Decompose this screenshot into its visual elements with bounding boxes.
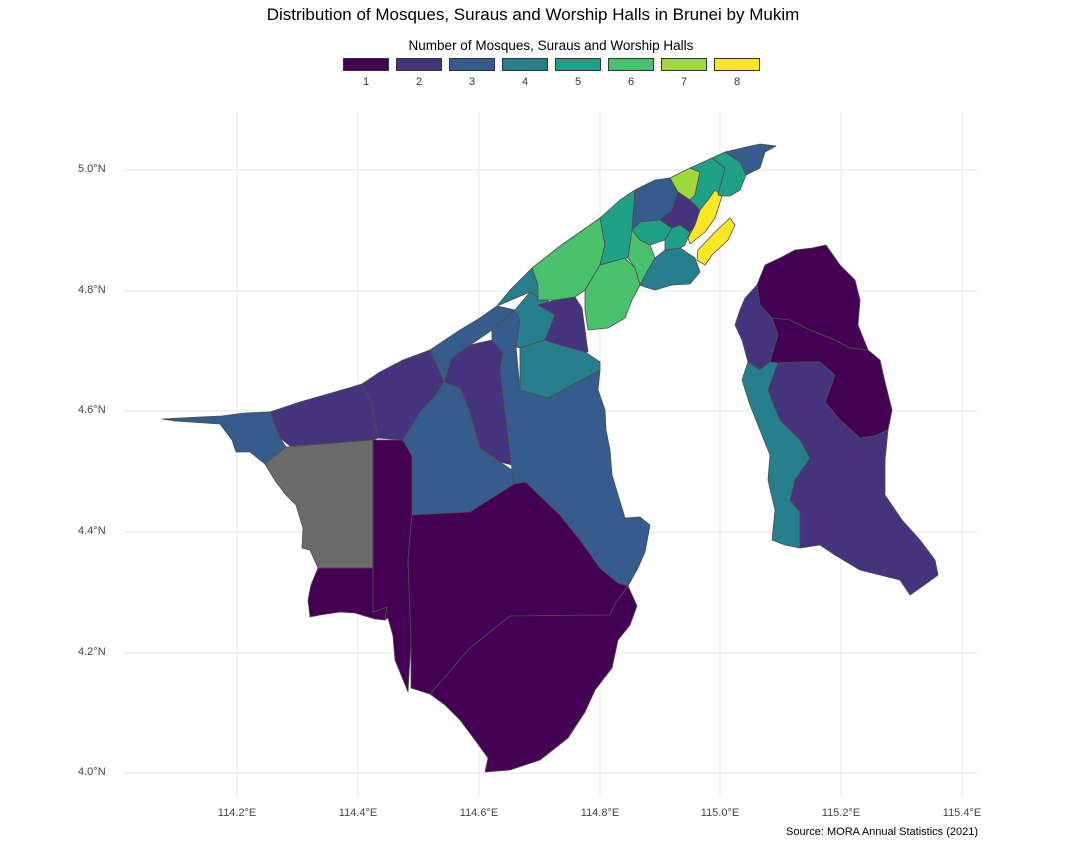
x-tick-label: 114.4°E bbox=[338, 807, 378, 819]
legend-key-2: 2 bbox=[396, 58, 449, 88]
x-tick-label: 114.6°E bbox=[459, 807, 499, 819]
legend-key-5: 5 bbox=[555, 58, 608, 88]
legend-swatch-6 bbox=[608, 58, 654, 71]
y-tick-label: 5.0°N bbox=[78, 163, 106, 175]
map-title: Distribution of Mosques, Suraus and Wors… bbox=[266, 5, 800, 24]
legend-swatch-2 bbox=[396, 58, 442, 71]
legend-label-7: 7 bbox=[680, 76, 688, 88]
y-tick-label: 4.4°N bbox=[78, 525, 106, 537]
x-tick-label: 114.8°E bbox=[580, 807, 620, 819]
x-tick-label: 114.2°E bbox=[217, 807, 257, 819]
legend-swatch-3 bbox=[449, 58, 495, 71]
x-tick-label: 115.4°E bbox=[942, 807, 982, 819]
region-mukim-muara-4a bbox=[639, 247, 701, 291]
legend: 1 2 3 4 5 6 7 8 bbox=[343, 58, 767, 88]
legend-key-8: 8 bbox=[714, 58, 767, 88]
y-tick-label: 4.2°N bbox=[78, 646, 106, 658]
legend-key-6: 6 bbox=[608, 58, 661, 88]
x-tick-label: 115.2°E bbox=[821, 807, 861, 819]
region-mukim-muara-3b bbox=[724, 143, 777, 176]
region-missing-data bbox=[264, 439, 374, 569]
region-mukim-far-west bbox=[161, 411, 287, 465]
legend-label-6: 6 bbox=[627, 76, 635, 88]
legend-label-5: 5 bbox=[574, 76, 582, 88]
y-tick-label: 4.6°N bbox=[78, 404, 106, 416]
source-caption: Source: MORA Annual Statistics (2021) bbox=[786, 826, 978, 838]
legend-key-7: 7 bbox=[661, 58, 714, 88]
region-mukim-far-south-1 bbox=[429, 585, 638, 773]
region-mukim-west-coast-2 bbox=[269, 383, 379, 447]
legend-label-4: 4 bbox=[521, 76, 529, 88]
legend-swatch-4 bbox=[502, 58, 548, 71]
legend-key-3: 3 bbox=[449, 58, 502, 88]
region-mukim-muara-8b bbox=[696, 217, 736, 266]
x-tick-label: 115.0°E bbox=[700, 807, 740, 819]
legend-swatch-8 bbox=[714, 58, 760, 71]
legend-label-8: 8 bbox=[733, 76, 741, 88]
region-mukim-belait-inland bbox=[372, 439, 413, 693]
mukim-regions bbox=[161, 143, 939, 773]
legend-swatch-5 bbox=[555, 58, 601, 71]
legend-key-4: 4 bbox=[502, 58, 555, 88]
y-tick-label: 4.8°N bbox=[78, 284, 106, 296]
legend-label-2: 2 bbox=[415, 76, 423, 88]
legend-key-1: 1 bbox=[343, 58, 396, 88]
legend-label-1: 1 bbox=[362, 76, 370, 88]
legend-label-3: 3 bbox=[468, 76, 476, 88]
y-tick-label: 4.0°N bbox=[78, 766, 106, 778]
legend-swatch-7 bbox=[661, 58, 707, 71]
legend-swatch-1 bbox=[343, 58, 389, 71]
legend-title: Number of Mosques, Suraus and Worship Ha… bbox=[408, 38, 694, 53]
region-mukim-temburong-south-2 bbox=[767, 361, 939, 596]
region-mukim-muara-8a bbox=[687, 189, 723, 245]
